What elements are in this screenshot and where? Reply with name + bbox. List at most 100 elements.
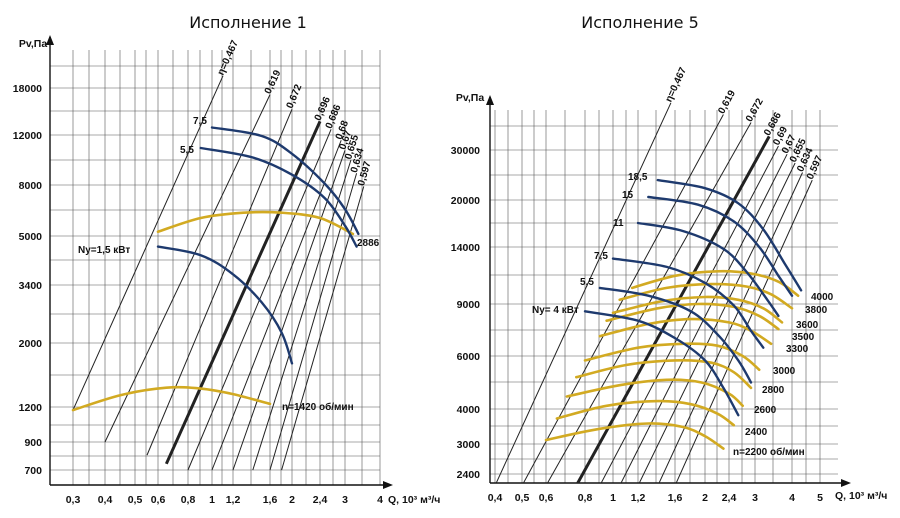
efficiency-line <box>232 150 346 471</box>
power-curve-label: 5,5 <box>180 145 194 156</box>
x-tick-label: 0,4 <box>98 494 113 506</box>
y-axis-arrow <box>46 35 54 45</box>
efficiency-line <box>252 159 352 471</box>
x-axis-label: Q, 10³ м³/ч <box>388 494 440 506</box>
x-axis-arrow <box>841 479 851 487</box>
x-tick-label: 1,2 <box>226 494 241 506</box>
y-tick-label: 8000 <box>19 180 43 192</box>
x-tick-label: 0,6 <box>539 492 554 504</box>
speed-curve <box>605 302 780 331</box>
x-tick-label: 0,4 <box>488 492 503 504</box>
y-tick-label: 1200 <box>19 402 43 414</box>
grid <box>490 110 838 483</box>
chart-title: Исполнение 1 <box>189 13 307 32</box>
x-axis-arrow <box>383 481 393 489</box>
power-curve-label: 11 <box>613 218 624 229</box>
y-tick-label: 14000 <box>451 242 480 254</box>
speed-curve <box>583 342 761 372</box>
x-tick-label: 1 <box>610 492 616 504</box>
efficiency-label: 0,619 <box>263 68 284 96</box>
speed-curve-label: 3600 <box>796 320 819 331</box>
power-curve <box>156 245 294 365</box>
chart-title: Исполнение 5 <box>581 13 699 32</box>
power-curve-label: Ny=1,5 кВт <box>78 245 130 256</box>
power-curve-label: Ny= 4 кВт <box>532 305 579 316</box>
x-tick-label: 2,4 <box>722 492 737 504</box>
power-curve-label: 15 <box>622 190 634 201</box>
speed-curve <box>544 422 725 450</box>
x-tick-label: 2 <box>702 492 708 504</box>
x-tick-label: 1,2 <box>631 492 646 504</box>
speed-curve-label: 3500 <box>792 332 815 343</box>
x-tick-label: 5 <box>817 492 823 504</box>
efficiency-line <box>104 94 271 443</box>
speed-curve-label: 3800 <box>805 305 828 316</box>
x-tick-label: 0,3 <box>66 494 81 506</box>
y-tick-label: 9000 <box>457 299 481 311</box>
power-curve <box>210 126 360 236</box>
power-curve <box>598 286 753 384</box>
power-curve-label: 7,5 <box>594 251 608 262</box>
speed-curve-label: 2800 <box>762 385 785 396</box>
x-tick-label: 0,5 <box>128 494 143 506</box>
speed-curve-label: n=1420 об/мин <box>282 401 354 413</box>
speed-curve <box>555 399 736 427</box>
y-tick-label: 12000 <box>13 130 42 142</box>
efficiency-label: 0,672 <box>285 83 305 111</box>
x-tick-label: 2,4 <box>313 494 328 506</box>
speed-curve <box>71 385 272 412</box>
efficiency-label: η=0,467 <box>664 65 690 104</box>
y-axis-label: Pv,Па <box>456 92 485 104</box>
power-curve <box>647 195 794 297</box>
y-tick-label: 5000 <box>19 231 43 243</box>
speed-curve-label: n=2200 об/мин <box>733 446 805 458</box>
speed-curve-label: 3300 <box>786 344 809 355</box>
efficiency-line <box>638 162 796 483</box>
speed-curve <box>575 359 753 390</box>
efficiency-line <box>269 173 358 471</box>
x-tick-label: 0,6 <box>151 494 166 506</box>
speed-curve <box>630 269 800 297</box>
y-tick-label: 3000 <box>457 439 481 451</box>
speed-curve-label: 2886 <box>357 238 380 249</box>
efficiency-line <box>658 172 803 483</box>
x-tick-label: 4 <box>377 494 383 506</box>
efficiency-line <box>576 135 771 483</box>
efficiency-label: η=0,467 <box>216 38 241 77</box>
x-tick-label: 1,6 <box>263 494 278 506</box>
speed-curve <box>618 282 794 310</box>
x-tick-label: 4 <box>789 492 795 504</box>
y-tick-label: 4000 <box>457 404 481 416</box>
chart-execution-5: Исполнение 52400300040006000900014000200… <box>451 13 888 504</box>
power-curve-label: 5,5 <box>580 277 594 288</box>
efficiency-line <box>281 186 365 471</box>
efficiency-line <box>211 140 342 471</box>
speed-curve-label: 3000 <box>773 366 796 377</box>
y-axis-label: Pv,Па <box>19 38 48 50</box>
speed-curve <box>156 210 355 236</box>
x-tick-label: 0,5 <box>515 492 530 504</box>
y-tick-label: 2400 <box>457 469 481 481</box>
efficiency-line <box>675 179 813 483</box>
power-curve <box>199 146 358 248</box>
x-tick-label: 3 <box>342 494 348 506</box>
y-tick-label: 3400 <box>19 280 43 292</box>
power-curve <box>636 221 780 318</box>
speed-curve-label: 4000 <box>811 292 834 303</box>
y-tick-label: 30000 <box>451 145 480 157</box>
power-curve <box>611 257 765 349</box>
x-axis-label: Q, 10³ м³/ч <box>835 490 887 502</box>
speed-curve-label: 2400 <box>745 427 768 438</box>
power-curve-label: 18,5 <box>628 172 648 183</box>
y-tick-label: 900 <box>24 437 42 449</box>
speed-curve <box>565 378 744 408</box>
y-tick-label: 700 <box>24 465 42 477</box>
speed-curve <box>611 295 784 324</box>
efficiency-line <box>164 120 322 465</box>
power-curve-label: 7,5 <box>193 116 207 127</box>
speed-curve-label: 2600 <box>754 405 777 416</box>
efficiency-line <box>495 102 672 483</box>
efficiency-label: 0,619 <box>716 88 738 116</box>
efficiency-line <box>146 108 293 456</box>
